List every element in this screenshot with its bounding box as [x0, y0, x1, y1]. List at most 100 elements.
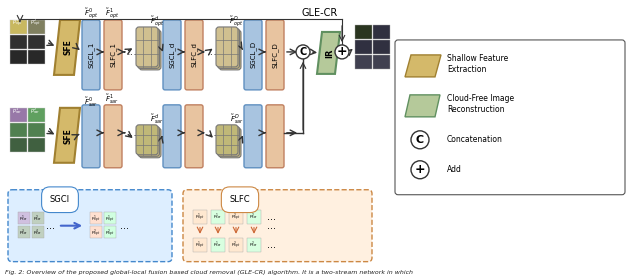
Text: $p^2_{opt}$: $p^2_{opt}$: [30, 17, 41, 29]
FancyBboxPatch shape: [104, 105, 122, 168]
Bar: [18, 212, 30, 224]
Text: ...: ...: [127, 47, 138, 57]
Text: $\tilde{F}^D_{opt}$: $\tilde{F}^D_{opt}$: [229, 14, 243, 29]
Text: $p^1_{sar}$: $p^1_{sar}$: [19, 214, 29, 224]
FancyBboxPatch shape: [183, 190, 372, 262]
Text: SLFC: SLFC: [230, 195, 250, 204]
Text: SGCL_D: SGCL_D: [250, 41, 257, 68]
FancyBboxPatch shape: [395, 40, 625, 195]
Text: $\tilde{F}^1_{sar}$: $\tilde{F}^1_{sar}$: [105, 92, 119, 106]
Text: SLFC_d: SLFC_d: [191, 43, 197, 67]
Text: $p^1_{sar}$: $p^1_{sar}$: [213, 240, 223, 250]
FancyBboxPatch shape: [139, 128, 161, 158]
Bar: [373, 40, 390, 54]
Text: ...: ...: [267, 221, 276, 231]
Text: $p^1_{sar}$: $p^1_{sar}$: [12, 105, 22, 116]
FancyBboxPatch shape: [163, 105, 181, 168]
Bar: [28, 20, 45, 34]
Text: ...: ...: [267, 240, 276, 250]
Bar: [211, 210, 225, 224]
Text: $p^2_{sar}$: $p^2_{sar}$: [250, 240, 259, 250]
FancyBboxPatch shape: [136, 27, 158, 67]
Bar: [10, 138, 27, 152]
Text: +: +: [415, 163, 426, 176]
FancyBboxPatch shape: [8, 190, 172, 262]
Bar: [10, 50, 27, 64]
FancyBboxPatch shape: [244, 105, 262, 168]
Bar: [229, 238, 243, 252]
Text: $p^2_{opt}$: $p^2_{opt}$: [231, 211, 241, 223]
Text: $p^2_{sar}$: $p^2_{sar}$: [33, 214, 43, 224]
Bar: [28, 123, 45, 137]
Polygon shape: [405, 55, 441, 77]
Text: SFE: SFE: [63, 128, 72, 144]
FancyBboxPatch shape: [82, 105, 100, 168]
FancyBboxPatch shape: [266, 105, 284, 168]
Text: GLE-CR: GLE-CR: [302, 8, 338, 18]
Circle shape: [411, 131, 429, 149]
FancyBboxPatch shape: [138, 126, 159, 156]
Text: IR: IR: [326, 48, 335, 58]
Bar: [18, 226, 30, 238]
Text: ...: ...: [120, 221, 129, 231]
Text: $\tilde{F}^1_{opt}$: $\tilde{F}^1_{opt}$: [105, 6, 119, 21]
FancyBboxPatch shape: [139, 30, 161, 70]
FancyBboxPatch shape: [219, 128, 241, 158]
Text: +: +: [337, 46, 348, 59]
Text: C: C: [300, 47, 307, 57]
Text: $\tilde{F}^0_{opt}$: $\tilde{F}^0_{opt}$: [84, 6, 99, 21]
Bar: [28, 138, 45, 152]
Text: $p^1_{opt}$: $p^1_{opt}$: [92, 213, 100, 225]
Polygon shape: [54, 20, 80, 75]
Text: Shallow Feature
Extraction: Shallow Feature Extraction: [447, 54, 508, 74]
Text: ...: ...: [207, 128, 218, 138]
Text: Fig. 2: Overview of the proposed global-local fusion based cloud removal (GLE-CR: Fig. 2: Overview of the proposed global-…: [5, 270, 413, 275]
Bar: [193, 210, 207, 224]
Text: $p^4_{sar}$: $p^4_{sar}$: [33, 227, 43, 238]
FancyBboxPatch shape: [266, 20, 284, 90]
Bar: [373, 55, 390, 69]
Text: $p^1_{opt}$: $p^1_{opt}$: [195, 211, 205, 223]
Bar: [28, 35, 45, 49]
Bar: [104, 226, 116, 238]
FancyBboxPatch shape: [136, 125, 158, 155]
FancyBboxPatch shape: [138, 28, 159, 68]
FancyBboxPatch shape: [216, 27, 238, 67]
Polygon shape: [405, 95, 440, 117]
Text: $p^3_{sar}$: $p^3_{sar}$: [19, 227, 29, 238]
Bar: [10, 20, 27, 34]
Text: $p^1_{opt}$: $p^1_{opt}$: [195, 239, 205, 251]
FancyBboxPatch shape: [163, 20, 181, 90]
Text: $p^2_{opt}$: $p^2_{opt}$: [105, 227, 115, 238]
Bar: [229, 210, 243, 224]
Bar: [193, 238, 207, 252]
Text: $p^2_{opt}$: $p^2_{opt}$: [231, 239, 241, 251]
Text: SGCL_d: SGCL_d: [168, 42, 175, 68]
Text: SGCL_1: SGCL_1: [88, 42, 94, 68]
Text: C: C: [416, 135, 424, 145]
Text: ...: ...: [127, 128, 138, 138]
Circle shape: [411, 161, 429, 179]
Bar: [104, 212, 116, 224]
Bar: [247, 238, 261, 252]
Text: Add: Add: [447, 165, 462, 174]
FancyBboxPatch shape: [219, 30, 241, 70]
FancyBboxPatch shape: [218, 28, 239, 68]
Bar: [90, 226, 102, 238]
Bar: [32, 226, 44, 238]
Text: SFE: SFE: [63, 39, 72, 55]
Text: $p^2_{opt}$: $p^2_{opt}$: [92, 227, 100, 238]
Bar: [373, 25, 390, 39]
Text: $p^2_{sar}$: $p^2_{sar}$: [30, 105, 40, 116]
Bar: [211, 238, 225, 252]
Circle shape: [335, 45, 349, 59]
Polygon shape: [54, 108, 80, 163]
Text: $\tilde{F}^d_{sar}$: $\tilde{F}^d_{sar}$: [150, 113, 164, 126]
Text: SLFC_D: SLFC_D: [271, 42, 278, 68]
Text: $\tilde{F}^0_{sar}$: $\tilde{F}^0_{sar}$: [84, 95, 98, 109]
Text: SLFC_1: SLFC_1: [109, 43, 116, 67]
Text: SGCI: SGCI: [50, 195, 70, 204]
FancyBboxPatch shape: [82, 20, 100, 90]
Bar: [355, 55, 372, 69]
FancyBboxPatch shape: [185, 105, 203, 168]
